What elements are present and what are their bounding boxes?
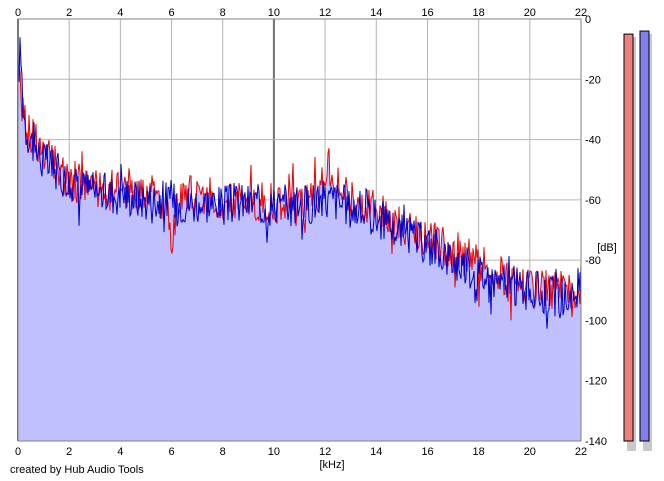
series-line-blue — [17, 37, 582, 329]
x-tick-label-top: 6 — [168, 7, 174, 19]
x-tick-label-top: 22 — [575, 7, 587, 19]
meter-bar-red — [623, 33, 634, 442]
x-tick-label-top: 16 — [421, 7, 433, 19]
series-group — [17, 37, 582, 329]
y-tick-label: -20 — [585, 74, 601, 86]
x-tick-label-bottom: 2 — [66, 446, 72, 458]
meter-bar-blue — [639, 30, 650, 442]
y-axis-label: [dB] — [597, 242, 617, 254]
series-line-red — [17, 64, 582, 321]
x-tick-label-bottom: 6 — [168, 446, 174, 458]
plot-frame — [17, 18, 582, 442]
x-tick-label-top: 4 — [117, 7, 123, 19]
x-tick-label-bottom: 18 — [473, 446, 485, 458]
y-tick-label: -100 — [585, 315, 607, 327]
x-tick-label-bottom: 20 — [524, 446, 536, 458]
credit-text: created by Hub Audio Tools — [10, 464, 144, 476]
tick-labels: 002244668810101212141416161818202022220-… — [15, 7, 607, 458]
x-tick-label-bottom: 10 — [268, 446, 280, 458]
x-tick-label-top: 10 — [268, 7, 280, 19]
x-tick-label-top: 8 — [220, 7, 226, 19]
x-tick-label-top: 18 — [473, 7, 485, 19]
x-tick-label-bottom: 22 — [575, 446, 587, 458]
x-tick-label-bottom: 4 — [117, 446, 123, 458]
y-tick-label: -80 — [585, 255, 601, 267]
x-tick-label-top: 2 — [66, 7, 72, 19]
x-tick-label-bottom: 12 — [319, 446, 331, 458]
level-meters — [623, 30, 652, 452]
y-tick-label: -40 — [585, 135, 601, 147]
x-tick-label-bottom: 0 — [15, 446, 21, 458]
y-tick-label: 0 — [585, 14, 591, 26]
y-tick-label: -120 — [585, 376, 607, 388]
x-tick-label-bottom: 16 — [421, 446, 433, 458]
x-axis-label: [kHz] — [319, 459, 344, 471]
x-tick-label-top: 14 — [370, 7, 382, 19]
x-tick-label-top: 0 — [15, 7, 21, 19]
x-tick-label-bottom: 14 — [370, 446, 382, 458]
spectrum-fill-area — [18, 37, 581, 442]
x-tick-label-bottom: 8 — [220, 446, 226, 458]
x-tick-label-top: 12 — [319, 7, 331, 19]
x-tick-label-top: 20 — [524, 7, 536, 19]
y-tick-label: -60 — [585, 195, 601, 207]
y-tick-label: -140 — [585, 436, 607, 448]
